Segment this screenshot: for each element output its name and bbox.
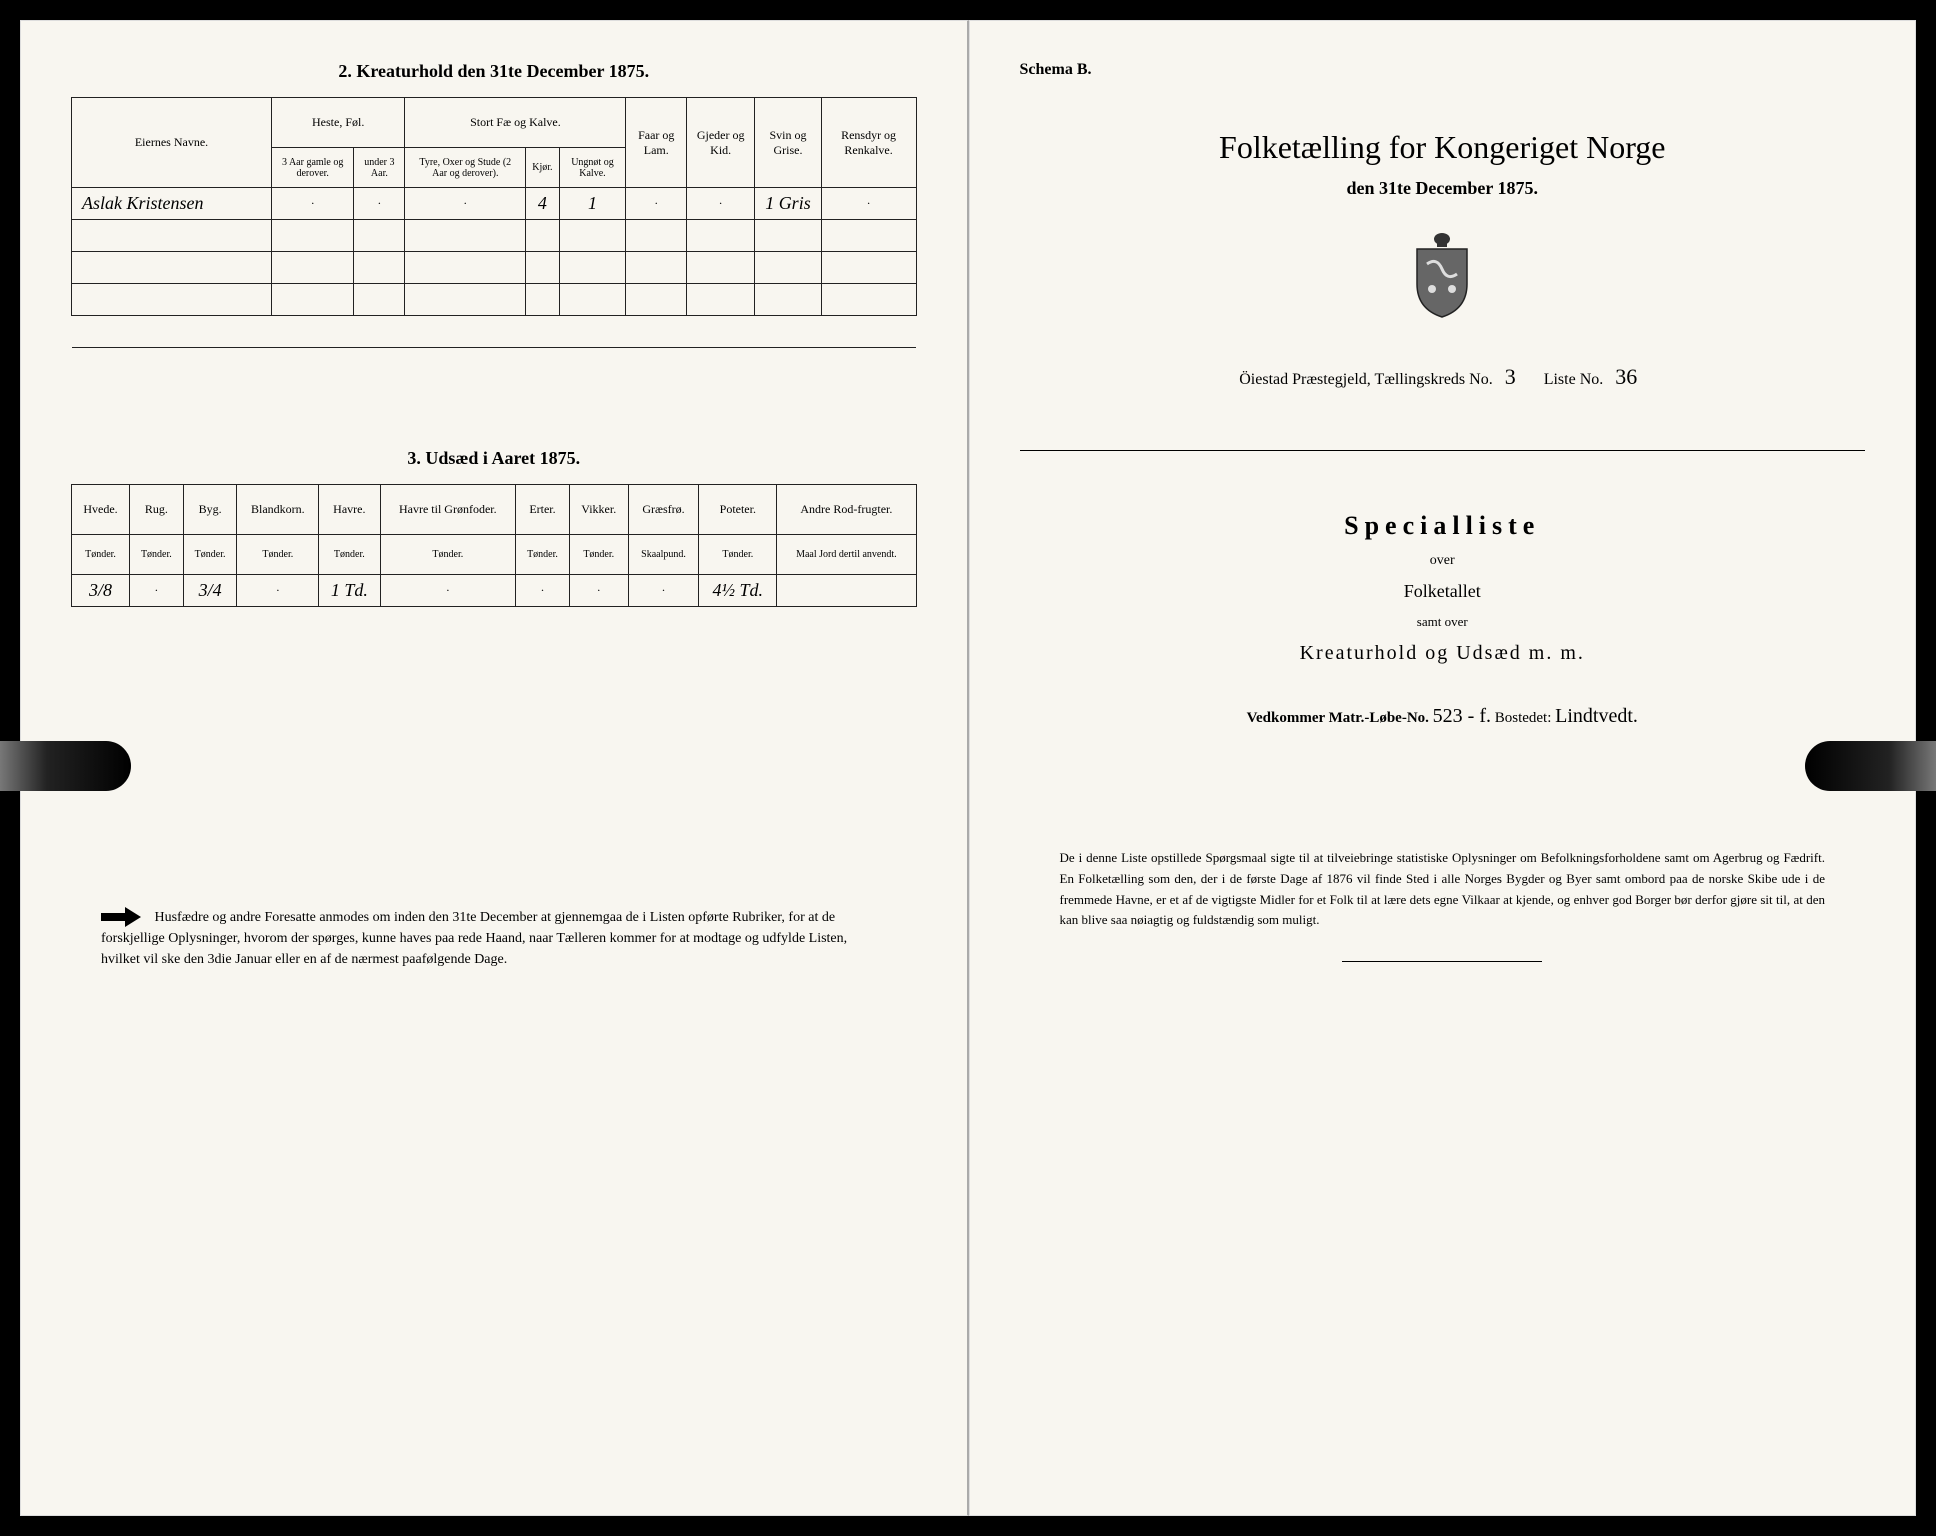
cell: · <box>626 188 687 220</box>
cell: · <box>354 188 405 220</box>
col: Blandkorn. <box>237 485 319 535</box>
cell <box>777 575 916 607</box>
col-horses: Heste, Føl. <box>272 98 405 148</box>
vedkommer-line: Vedkommer Matr.-Løbe-No. 523 - f. Bosted… <box>1020 705 1866 728</box>
seed-table: Hvede. Rug. Byg. Blandkorn. Havre. Havre… <box>71 484 917 607</box>
over-text: over <box>1020 553 1866 569</box>
table-row: Aslak Kristensen · · · 4 1 · · 1 Gris · <box>72 188 917 220</box>
right-footer-text: De i denne Liste opstillede Spørgsmaal s… <box>1020 848 1866 931</box>
col-pigs: Svin og Grise. <box>755 98 821 188</box>
cell: · <box>272 188 354 220</box>
table-header-row: Hvede. Rug. Byg. Blandkorn. Havre. Havre… <box>72 485 917 535</box>
col: Andre Rod-frugter. <box>777 485 916 535</box>
col: Havre. <box>319 485 380 535</box>
sub-col: Tønder. <box>130 535 184 575</box>
sub-col: Tønder. <box>569 535 628 575</box>
sub-col: Tønder. <box>516 535 570 575</box>
col: Poteter. <box>699 485 777 535</box>
parish-line: Öiestad Præstegjeld, Tællingskreds No. 3… <box>1020 364 1866 390</box>
cell: · <box>569 575 628 607</box>
col: Græsfrø. <box>628 485 699 535</box>
samt-text: samt over <box>1020 614 1866 630</box>
cell: 3/8 <box>72 575 130 607</box>
sub-col: Tønder. <box>380 535 516 575</box>
col-owner-name: Eiernes Navne. <box>72 98 272 188</box>
right-page: Schema B. Folketælling for Kongeriget No… <box>969 20 1917 1516</box>
table-group-header-row: Eiernes Navne. Heste, Føl. Stort Fæ og K… <box>72 98 917 148</box>
cell: · <box>516 575 570 607</box>
owner-name-cell: Aslak Kristensen <box>72 188 272 220</box>
sub-col: Kjør. <box>526 148 559 188</box>
folketallet-text: Folketallet <box>1020 581 1866 602</box>
table-sub-header-row: Tønder. Tønder. Tønder. Tønder. Tønder. … <box>72 535 917 575</box>
sub-col: Tyre, Oxer og Stude (2 Aar og derover). <box>405 148 526 188</box>
col: Havre til Grønfoder. <box>380 485 516 535</box>
cell: · <box>821 188 916 220</box>
binder-clip-right <box>1805 741 1936 791</box>
bostedet-name: Lindtvedt. <box>1555 705 1638 727</box>
sub-col: 3 Aar gamle og derover. <box>272 148 354 188</box>
table-row <box>72 252 917 284</box>
sub-col: Tønder. <box>699 535 777 575</box>
parish-label: Öiestad Præstegjeld, Tællingskreds No. <box>1239 371 1492 388</box>
pointing-hand-icon <box>101 907 141 927</box>
sub-col: Tønder. <box>183 535 237 575</box>
col: Rug. <box>130 485 184 535</box>
col-sheep: Faar og Lam. <box>626 98 687 188</box>
cell: 1 Td. <box>319 575 380 607</box>
schema-label: Schema B. <box>1020 61 1866 79</box>
liste-label: Liste No. <box>1544 371 1604 388</box>
col: Erter. <box>516 485 570 535</box>
vedkommer-label: Vedkommer Matr.-Løbe-No. <box>1247 710 1429 726</box>
cell: 4½ Td. <box>699 575 777 607</box>
table-row <box>72 316 917 348</box>
cell: · <box>628 575 699 607</box>
census-date: den 31te December 1875. <box>1020 178 1866 199</box>
footer-divider <box>1342 961 1542 962</box>
sub-col: Maal Jord dertil anvendt. <box>777 535 916 575</box>
col: Vikker. <box>569 485 628 535</box>
binder-clip-left <box>0 741 131 791</box>
left-footer-note: Husfædre og andre Foresatte anmodes om i… <box>71 907 917 970</box>
sub-col: Ungnøt og Kalve. <box>559 148 626 188</box>
col-goats: Gjeder og Kid. <box>687 98 755 188</box>
divider <box>1020 450 1866 451</box>
cell: · <box>687 188 755 220</box>
table-row: 3/8 · 3/4 · 1 Td. · · · · 4½ Td. <box>72 575 917 607</box>
book-spread: 2. Kreaturhold den 31te December 1875. E… <box>20 20 1916 1516</box>
coat-of-arms-icon <box>1020 229 1866 324</box>
cell: · <box>237 575 319 607</box>
liste-number: 36 <box>1615 364 1637 389</box>
kreatur-line: Kreaturhold og Udsæd m. m. <box>1020 642 1866 665</box>
kreds-number: 3 <box>1505 364 1516 389</box>
cell: · <box>130 575 184 607</box>
cell: 3/4 <box>183 575 237 607</box>
cell: 1 Gris <box>755 188 821 220</box>
col: Hvede. <box>72 485 130 535</box>
col: Byg. <box>183 485 237 535</box>
table-row <box>72 220 917 252</box>
section3-title: 3. Udsæd i Aaret 1875. <box>71 448 917 469</box>
specialliste-title: Specialliste <box>1020 511 1866 541</box>
sub-col: Skaalpund. <box>628 535 699 575</box>
sub-col: Tønder. <box>72 535 130 575</box>
col-cattle: Stort Fæ og Kalve. <box>405 98 626 148</box>
table-row <box>72 284 917 316</box>
livestock-table: Eiernes Navne. Heste, Føl. Stort Fæ og K… <box>71 97 917 348</box>
sub-col: Tønder. <box>237 535 319 575</box>
cell: 1 <box>559 188 626 220</box>
section2-title: 2. Kreaturhold den 31te December 1875. <box>71 61 917 82</box>
cell: · <box>405 188 526 220</box>
left-page: 2. Kreaturhold den 31te December 1875. E… <box>20 20 969 1516</box>
matr-number: 523 - f. <box>1433 705 1491 727</box>
col-reindeer: Rensdyr og Renkalve. <box>821 98 916 188</box>
cell: 4 <box>526 188 559 220</box>
bostedet-label: Bostedet: <box>1495 710 1552 726</box>
footer-text: Husfædre og andre Foresatte anmodes om i… <box>101 910 847 967</box>
cell: · <box>380 575 516 607</box>
sub-col: Tønder. <box>319 535 380 575</box>
sub-col: under 3 Aar. <box>354 148 405 188</box>
census-title: Folketælling for Kongeriget Norge <box>1020 129 1866 166</box>
